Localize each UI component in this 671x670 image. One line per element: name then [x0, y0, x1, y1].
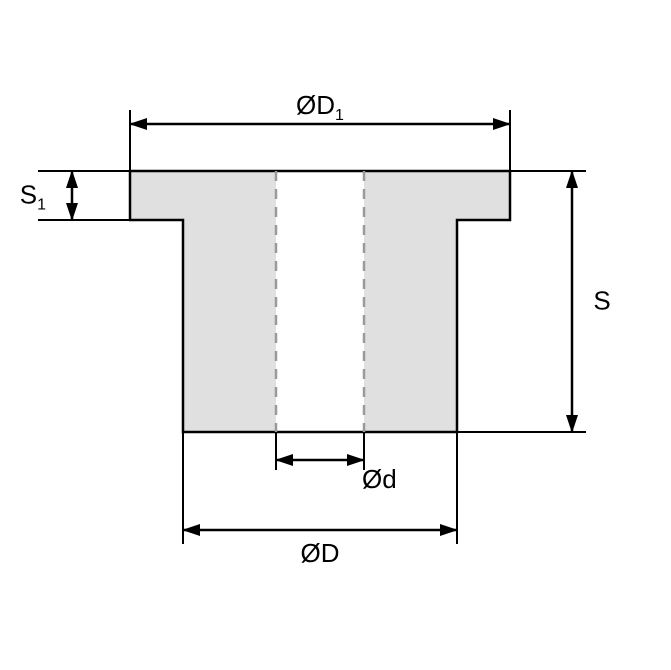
label-d: Ød [362, 464, 397, 494]
body-right-half [364, 171, 510, 432]
part-body [130, 171, 510, 432]
label-D1: ØD1 [296, 90, 344, 124]
hidden-bore-lines [276, 171, 364, 432]
label-S1: S1 [20, 180, 46, 214]
bushing-cross-section-diagram: ØD1 S S1 Ød ØD [0, 0, 671, 670]
label-D: ØD [301, 538, 340, 568]
label-S: S [593, 286, 610, 316]
body-left-half [130, 171, 276, 432]
dimension-labels: ØD1 S S1 Ød ØD [20, 90, 611, 568]
